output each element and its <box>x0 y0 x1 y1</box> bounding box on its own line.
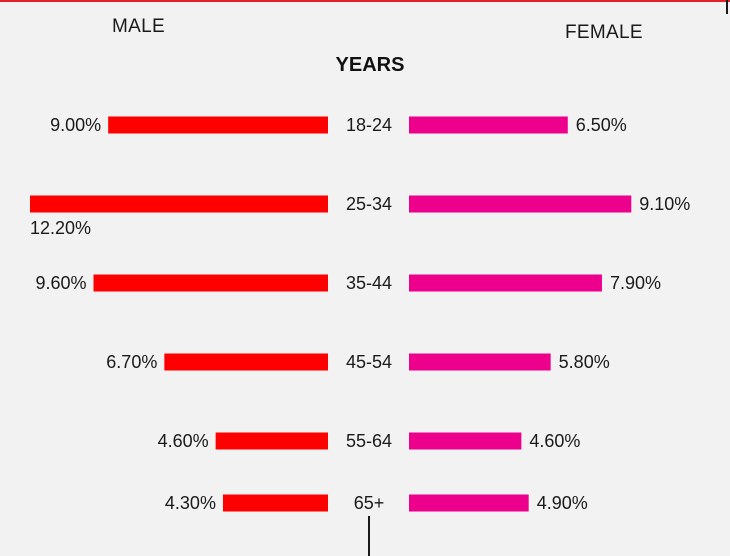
male-bar <box>215 432 328 450</box>
female-bar <box>409 116 568 134</box>
female-label: FEMALE <box>565 22 643 43</box>
male-value-label: 12.20% <box>30 218 91 238</box>
male-bar <box>164 353 328 371</box>
female-bar <box>409 274 602 292</box>
male-value-label: 4.60% <box>158 431 209 451</box>
female-value-label: 5.80% <box>559 352 610 372</box>
age-category-label: 18-24 <box>346 115 392 135</box>
age-category-label: 65+ <box>354 493 385 513</box>
male-bar <box>108 116 328 134</box>
male-value-label: 9.60% <box>35 273 86 293</box>
age-category-label: 45-54 <box>346 352 392 372</box>
edge-divider <box>726 0 728 14</box>
female-bar <box>409 195 632 213</box>
male-value-label: 4.30% <box>165 493 216 513</box>
chart-title: YEARS <box>335 54 405 76</box>
male-bar <box>30 195 328 213</box>
age-category-label: 55-64 <box>346 431 392 451</box>
age-category-label: 25-34 <box>346 194 392 214</box>
male-value-label: 6.70% <box>106 352 157 372</box>
female-bar <box>409 494 529 512</box>
male-label: MALE <box>112 16 165 37</box>
female-bar <box>409 353 551 371</box>
center-axis-line <box>368 516 370 556</box>
female-value-label: 4.90% <box>537 493 588 513</box>
male-value-label: 9.00% <box>50 115 101 135</box>
female-value-label: 6.50% <box>576 115 627 135</box>
female-value-label: 9.10% <box>639 194 690 214</box>
age-category-label: 35-44 <box>346 273 392 293</box>
female-value-label: 7.90% <box>610 273 661 293</box>
female-value-label: 4.60% <box>529 431 580 451</box>
male-bar <box>222 494 328 512</box>
male-bar <box>93 274 328 292</box>
female-bar <box>409 432 522 450</box>
top-divider <box>0 0 730 2</box>
